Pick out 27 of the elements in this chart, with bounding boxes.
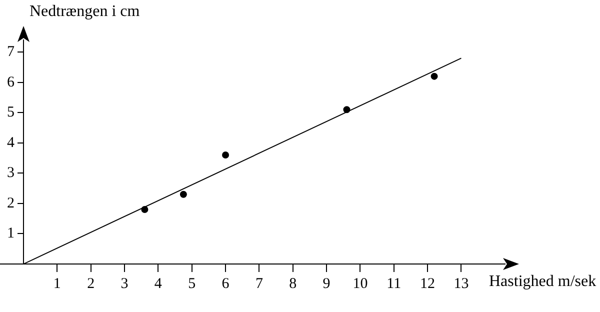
y-axis-title: Nedtrængen i cm [30,3,140,20]
x-tick-label: 5 [188,276,196,292]
x-tick-label: 8 [289,276,297,292]
x-tick-label: 7 [255,276,264,292]
point [430,72,438,80]
x-tick-label: 9 [322,276,330,292]
y-tick-label: 1 [7,226,14,242]
x-tick-label: 13 [454,276,469,292]
x-tick-label: 1 [53,276,61,292]
y-tick-label: 3 [7,165,14,182]
point [180,190,187,198]
y-tick-label: 4 [7,134,15,151]
x-tick-label: 12 [420,276,436,292]
x-tick-label: 3 [120,276,128,292]
y-tick-label: 2 [7,195,14,212]
x-tick-label: 4 [154,276,162,292]
point [222,152,230,159]
x-tick-label: 6 [222,276,230,292]
x-tick-label: 2 [87,276,95,292]
y-tick-label: 5 [7,104,14,121]
point [141,206,148,214]
x-tick-label: 11 [386,276,402,292]
y-tick-label: 7 [7,44,15,60]
x-tick-label: 10 [352,276,368,292]
x-axis-title: Hastighed m/sek [489,273,596,290]
y-tick-label: 6 [7,74,15,90]
point [343,106,350,114]
